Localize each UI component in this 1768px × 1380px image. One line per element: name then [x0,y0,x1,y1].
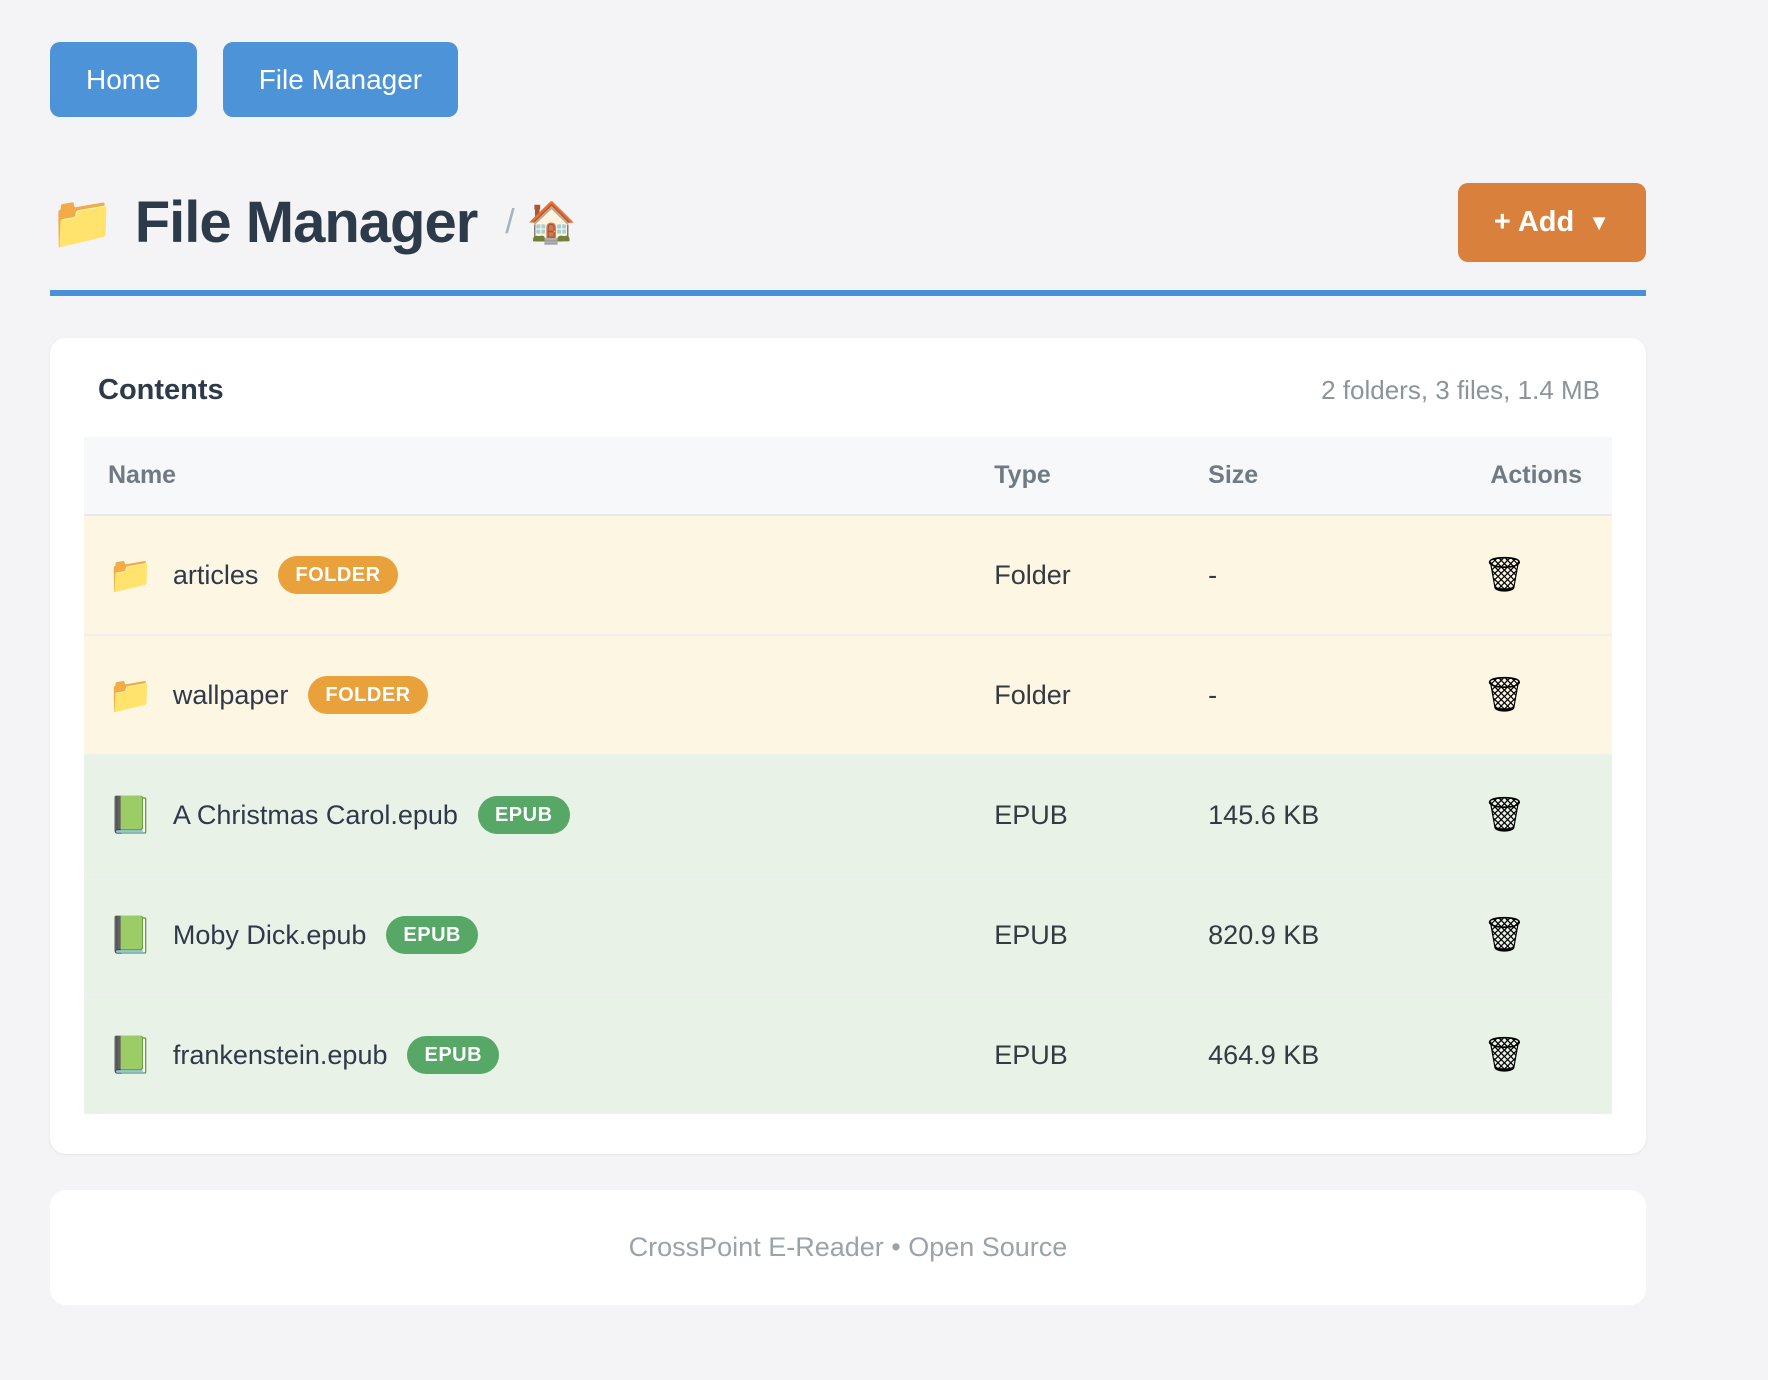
epub-badge: EPUB [386,916,478,954]
folder-icon: 📁 [108,674,153,715]
size-cell: 464.9 KB [1184,994,1414,1114]
size-cell: 145.6 KB [1184,754,1414,875]
page-title: File Manager [134,190,479,255]
folder-icon: 📁 [108,554,153,595]
column-header-actions: Actions [1413,437,1612,516]
contents-card-header: Contents 2 folders, 3 files, 1.4 MB [84,374,1612,407]
type-cell: Folder [994,559,1071,590]
file-name-link[interactable]: frankenstein.epub [172,1039,388,1070]
add-button-label: + Add [1493,206,1575,238]
table-row: 📁 wallpaper FOLDER Folder - 🗑 [84,634,1612,755]
size-cell: - [1208,559,1218,590]
table-header-row: Name Type Size Actions [84,437,1612,516]
file-name-link[interactable]: A Christmas Carol.epub [172,799,458,830]
epub-badge: EPUB [477,796,570,834]
trash-icon[interactable]: 🗑 [1482,915,1526,954]
contents-summary: 2 folders, 3 files, 1.4 MB [1321,375,1600,405]
trash-icon[interactable]: 🗑 [1482,1035,1526,1074]
column-header-type: Type [970,437,1185,516]
contents-card: Contents 2 folders, 3 files, 1.4 MB Name… [50,338,1646,1154]
book-icon: 📗 [108,1034,153,1075]
top-nav: Home File Manager [50,0,1646,117]
book-icon: 📗 [108,914,153,955]
footer-text: CrossPoint E-Reader • Open Source [628,1232,1068,1262]
add-button[interactable]: + Add ▼ [1457,183,1646,262]
breadcrumb: / 🏠 [505,203,576,243]
column-header-size: Size [1184,437,1414,516]
table-row: 📗 Moby Dick.epub EPUB EPUB 820.9 KB 🗑 [84,874,1612,995]
contents-heading: Contents [98,374,224,406]
file-manager-button[interactable]: File Manager [222,42,459,117]
chevron-down-icon: ▼ [1588,209,1610,235]
type-cell: Folder [970,634,1185,755]
table-row: 📗 frankenstein.epub EPUB EPUB 464.9 KB 🗑 [84,994,1612,1114]
folder-icon: 📁 [50,193,115,252]
type-cell: EPUB [970,874,1185,995]
folder-badge: FOLDER [308,676,428,714]
folder-badge: FOLDER [278,556,398,594]
trash-icon[interactable]: 🗑 [1482,795,1526,834]
footer: CrossPoint E-Reader • Open Source [50,1190,1646,1305]
trash-icon[interactable]: 🗑 [1482,675,1526,714]
trash-icon[interactable]: 🗑 [1482,555,1526,594]
file-name-link[interactable]: wallpaper [172,679,289,710]
file-name-link[interactable]: Moby Dick.epub [172,919,367,950]
column-header-name: Name [84,437,971,516]
file-table: Name Type Size Actions 📁 articles FOLDER [84,437,1612,1114]
epub-badge: EPUB [407,1036,500,1074]
book-icon: 📗 [108,794,153,835]
type-cell: EPUB [970,994,1185,1114]
file-name-link[interactable]: articles [172,559,259,590]
type-cell: EPUB [970,754,1185,875]
page-header: 📁 File Manager / 🏠 + Add ▼ [50,183,1646,262]
breadcrumb-separator: / [505,203,515,241]
page: Home File Manager 📁 File Manager / 🏠 + A… [50,0,1646,1305]
table-row: 📗 A Christmas Carol.epub EPUB EPUB 145.6… [84,754,1612,875]
title-group: 📁 File Manager / 🏠 [50,189,577,256]
header-divider [50,290,1646,296]
size-cell: 820.9 KB [1184,874,1414,995]
table-row: 📁 articles FOLDER Folder - 🗑 [84,515,1612,635]
size-cell: - [1184,634,1414,755]
home-icon[interactable]: 🏠 [526,200,577,245]
home-button[interactable]: Home [50,42,197,117]
